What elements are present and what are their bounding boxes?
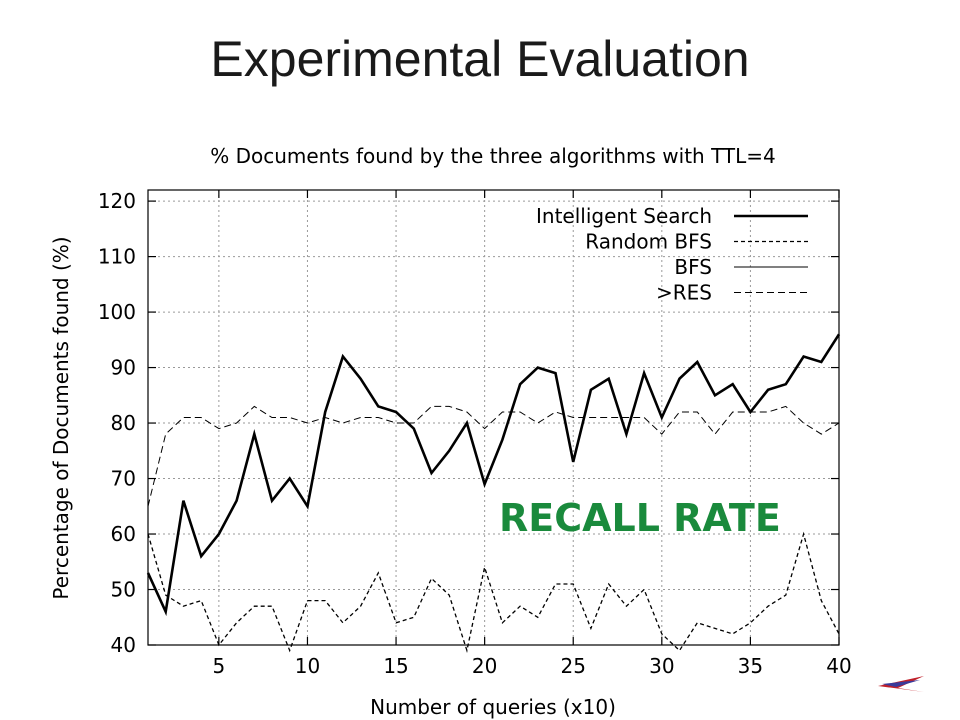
recall-rate-annotation: RECALL RATE <box>499 496 781 540</box>
x-tick-label: 25 <box>561 654 586 678</box>
logo-swoosh-icon <box>878 676 924 692</box>
legend-entry-label: Random BFS <box>585 230 712 254</box>
x-tick-label: 5 <box>213 654 226 678</box>
x-tick-label: 40 <box>826 654 851 678</box>
plot-frame <box>147 189 840 646</box>
y-tick-label: 50 <box>111 578 136 602</box>
legend-entry-label: >RES <box>656 281 712 305</box>
series-line-1 <box>147 531 840 654</box>
tick-layer: 40 50 60 70 80 90 100 110 120 5 10 15 20 25 30 35 40 <box>98 189 852 678</box>
slide-title: Experimental Evaluation <box>210 31 750 87</box>
y-tick-label: 110 <box>98 245 136 269</box>
legend-entry-label: BFS <box>674 255 712 279</box>
grid-layer <box>148 190 840 646</box>
y-tick-label: 60 <box>111 522 136 546</box>
x-tick-label: 20 <box>472 654 497 678</box>
x-tick-label: 30 <box>649 654 674 678</box>
y-tick-label: 70 <box>111 467 136 491</box>
x-tick-label: 35 <box>738 654 763 678</box>
y-tick-label: 80 <box>111 411 136 435</box>
legend-entry-label: Intelligent Search <box>536 204 712 228</box>
chart-title: % Documents found by the three algorithm… <box>210 144 776 168</box>
series-line-0 <box>146 333 841 617</box>
y-tick-label: 120 <box>98 189 136 213</box>
y-tick-label: 100 <box>98 300 136 324</box>
series-layer <box>146 333 841 654</box>
series-line-3 <box>147 405 840 507</box>
x-tick-label: 10 <box>295 654 320 678</box>
x-axis-label: Number of queries (x10) <box>370 695 616 719</box>
x-tick-label: 15 <box>383 654 408 678</box>
y-axis-label: Percentage of Documents found (%) <box>49 236 73 599</box>
y-tick-label: 40 <box>111 633 136 657</box>
y-tick-label: 90 <box>111 356 136 380</box>
